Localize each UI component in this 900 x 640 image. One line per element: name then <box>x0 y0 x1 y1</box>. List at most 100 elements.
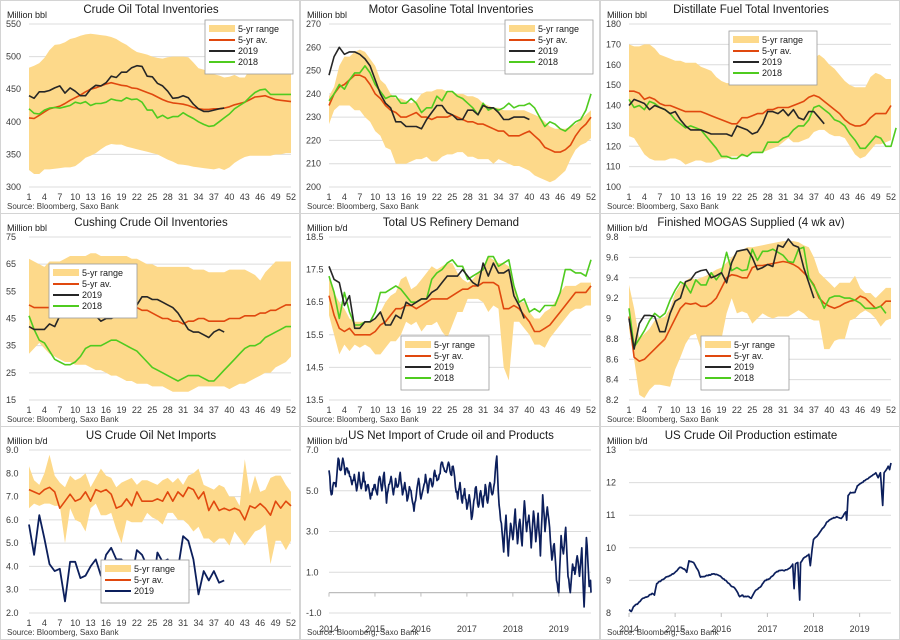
legend-entry-label: 5-yr av. <box>238 35 267 45</box>
legend-entry-label: 2018 <box>82 301 102 311</box>
y-tick-label: 350 <box>6 149 21 159</box>
y-tick-label: 150 <box>606 80 621 90</box>
chart-svg: Motor Gasoline Total Inventories Million … <box>306 4 596 211</box>
x-tick-label: 49 <box>271 192 281 202</box>
chart-svg: Cushing Crude Oil Inventories Million bbl… <box>6 217 296 424</box>
x-tick-label: 2014 <box>319 624 339 634</box>
x-tick-label: 40 <box>224 618 234 628</box>
series-2019-line <box>628 238 815 350</box>
y-tick-label: 7.0 <box>6 492 19 502</box>
legend-entry-label: 2019 <box>538 46 558 56</box>
panel-crude-oil-total-inventories: Crude Oil Total Inventories Million bbl 30… <box>0 0 300 214</box>
y-axis-unit-label: Million bbl <box>607 10 647 20</box>
x-tick-label: 13 <box>686 192 696 202</box>
x-tick-label: 4 <box>342 405 347 415</box>
source-note: Source: Bloomberg, Saxo Bank <box>607 415 720 424</box>
legend-entry-label: 5-yr av. <box>82 279 111 289</box>
chart-svg: US Net Import of Crude oil and ProductsM… <box>306 430 592 637</box>
x-tick-label: 49 <box>271 618 281 628</box>
x-tick-label: 40 <box>224 192 234 202</box>
legend-entry-label: 2018 <box>434 373 454 383</box>
x-tick-label: 2016 <box>411 624 431 634</box>
legend-entry-label: 5-yr range <box>762 35 803 45</box>
legend-entry-label: 2019 <box>134 586 154 596</box>
legend-entry-label: 2019 <box>734 362 754 372</box>
y-tick-label: 13.5 <box>306 395 324 405</box>
x-tick-label: 34 <box>794 192 804 202</box>
x-tick-label: 10 <box>370 192 380 202</box>
x-tick-label: 52 <box>286 192 296 202</box>
series-2018-line <box>628 98 897 160</box>
x-tick-label: 46 <box>255 618 265 628</box>
x-tick-label: 25 <box>147 405 157 415</box>
x-tick-label: 31 <box>178 618 188 628</box>
x-tick-label: 19 <box>416 192 426 202</box>
panel-finished-mogas-supplied: Finished MOGAS Supplied (4 wk av) Million… <box>600 213 900 427</box>
x-tick-label: 49 <box>571 192 581 202</box>
y-tick-label: 9.8 <box>606 232 619 242</box>
chart-svg: Distillate Fuel Total Inventories Million… <box>606 4 897 211</box>
y-tick-label: 45 <box>6 314 16 324</box>
series-2018-line <box>628 246 887 348</box>
legend-entry-label: 2019 <box>762 57 782 67</box>
y-tick-label: 100 <box>606 182 621 192</box>
x-tick-label: 13 <box>86 192 96 202</box>
series-2018-line <box>328 255 592 326</box>
y-tick-label: 7.0 <box>306 445 319 455</box>
x-tick-label: 43 <box>840 192 850 202</box>
panel-cushing-crude-oil-inventories: Cushing Crude Oil Inventories Million bbl… <box>0 213 300 427</box>
y-tick-label: 8.2 <box>606 395 619 405</box>
x-tick-label: 16 <box>401 192 411 202</box>
series-2018-line <box>328 65 592 132</box>
y-tick-label: 210 <box>306 159 321 169</box>
x-tick-label: 46 <box>855 405 865 415</box>
panel-us-crude-oil-production-estimate: US Crude Oil Production estimate Million … <box>600 426 900 640</box>
x-tick-label: 28 <box>763 405 773 415</box>
chart-title: Total US Refinery Demand <box>383 217 519 229</box>
x-tick-label: 22 <box>432 192 442 202</box>
legend-box <box>204 19 294 75</box>
series-5yr-average-line <box>328 281 592 336</box>
legend-entry-label: 5-yr range <box>82 268 123 278</box>
x-tick-label: 49 <box>871 192 881 202</box>
x-tick-label: 7 <box>57 192 62 202</box>
y-tick-label: 3.0 <box>306 527 319 537</box>
x-tick-label: 1 <box>26 618 31 628</box>
y-tick-label: 8 <box>606 608 611 618</box>
y-tick-label: 65 <box>6 259 16 269</box>
y-tick-label: 18.5 <box>306 232 324 242</box>
y-axis-unit-label: Million b/d <box>607 436 648 446</box>
x-tick-label: 2018 <box>803 624 823 634</box>
y-tick-label: 15 <box>6 395 16 405</box>
legend-entry-label: 5-yr av. <box>434 351 463 361</box>
x-tick-label: 52 <box>286 405 296 415</box>
series-5yr-range-band <box>629 44 891 165</box>
x-tick-label: 52 <box>286 618 296 628</box>
y-tick-label: 200 <box>306 182 321 192</box>
y-tick-label: 260 <box>306 42 321 52</box>
x-tick-label: 1 <box>626 405 631 415</box>
y-tick-label: 25 <box>6 368 16 378</box>
series-2018-line <box>28 88 291 128</box>
x-tick-label: 2017 <box>757 624 777 634</box>
x-tick-label: 16 <box>401 405 411 415</box>
x-tick-label: 31 <box>478 405 488 415</box>
x-tick-label: 16 <box>101 618 111 628</box>
x-tick-label: 31 <box>178 192 188 202</box>
y-tick-label: 10 <box>606 543 616 553</box>
x-tick-label: 46 <box>855 192 865 202</box>
legend-entry-label: 2018 <box>538 57 558 67</box>
legend-swatch-5yr-range <box>105 565 131 572</box>
legend-swatch-5yr-range <box>209 25 235 32</box>
x-tick-label: 22 <box>132 405 142 415</box>
legend-entry-label: 5-yr av. <box>134 575 163 585</box>
legend-entry-label: 5-yr range <box>538 24 579 34</box>
source-note: Source: Bloomberg, Saxo Bank <box>307 415 420 424</box>
x-tick-label: 22 <box>432 405 442 415</box>
x-tick-label: 10 <box>70 618 80 628</box>
chart-title: Distillate Fuel Total Inventories <box>673 4 829 16</box>
y-tick-label: 170 <box>606 39 621 49</box>
